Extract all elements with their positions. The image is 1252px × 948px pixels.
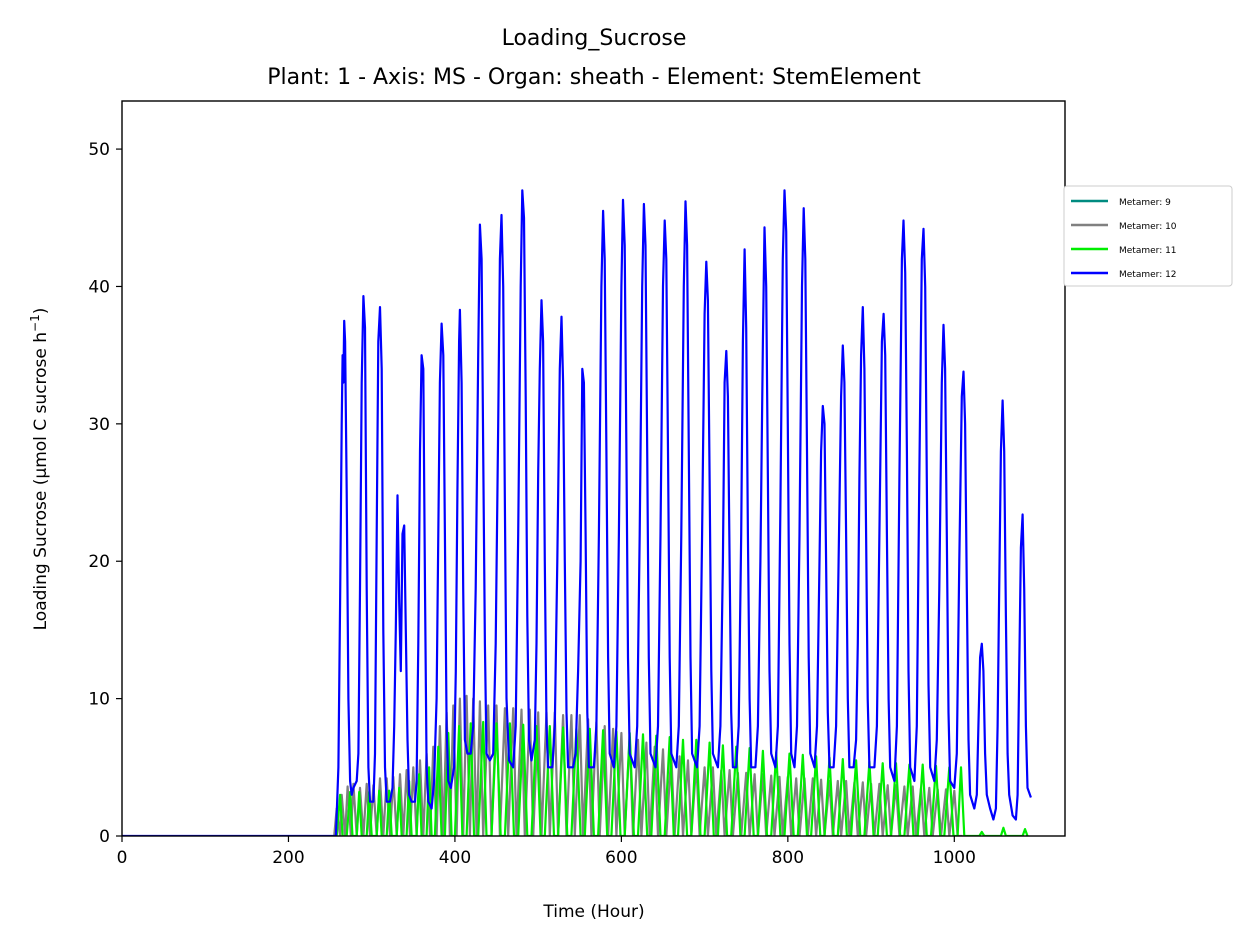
y-tick-label: 0: [99, 827, 110, 847]
x-tick-label: 1000: [933, 848, 976, 868]
y-axis-label-sup: −1: [28, 314, 42, 332]
y-axis-label-end: ): [31, 308, 51, 315]
legend-label-3: Metamer: 11: [1119, 246, 1177, 256]
y-tick-label: 30: [88, 415, 110, 435]
legend: Metamer: 9 Metamer: 10 Metamer: 11 Metamer:…: [1063, 185, 1233, 287]
x-tick-label: 400: [439, 848, 471, 868]
y-axis-label: Loading Sucrose (µmol C sucrose h−1): [28, 308, 51, 631]
chart-title: Loading_Sucrose: [502, 26, 687, 51]
x-axis-label: Time (Hour): [542, 902, 644, 922]
chart-subtitle: Plant: 1 - Axis: MS - Organ: sheath - El…: [267, 65, 921, 90]
x-axis-ticks: 0 200 400 600 800 1000: [117, 836, 976, 868]
x-tick-label: 600: [605, 848, 637, 868]
y-axis-label-main: Loading Sucrose (µmol C sucrose h: [31, 332, 51, 630]
series-line-4: [122, 189, 1032, 836]
legend-label-4: Metamer: 12: [1119, 270, 1177, 280]
plot-area: [122, 189, 1032, 836]
x-tick-label: 800: [772, 848, 804, 868]
legend-label-1: Metamer: 9: [1119, 198, 1171, 208]
y-tick-label: 10: [88, 690, 110, 710]
legend-label-2: Metamer: 10: [1119, 222, 1177, 232]
y-tick-label: 40: [88, 277, 110, 297]
y-tick-label: 20: [88, 552, 110, 572]
y-tick-label: 50: [88, 140, 110, 160]
x-tick-label: 0: [117, 848, 128, 868]
x-tick-label: 200: [272, 848, 304, 868]
y-axis-ticks: 0 10 20 30 40 50: [88, 140, 122, 847]
legend-box: [1063, 185, 1233, 287]
axes-frame: [121, 100, 1066, 837]
